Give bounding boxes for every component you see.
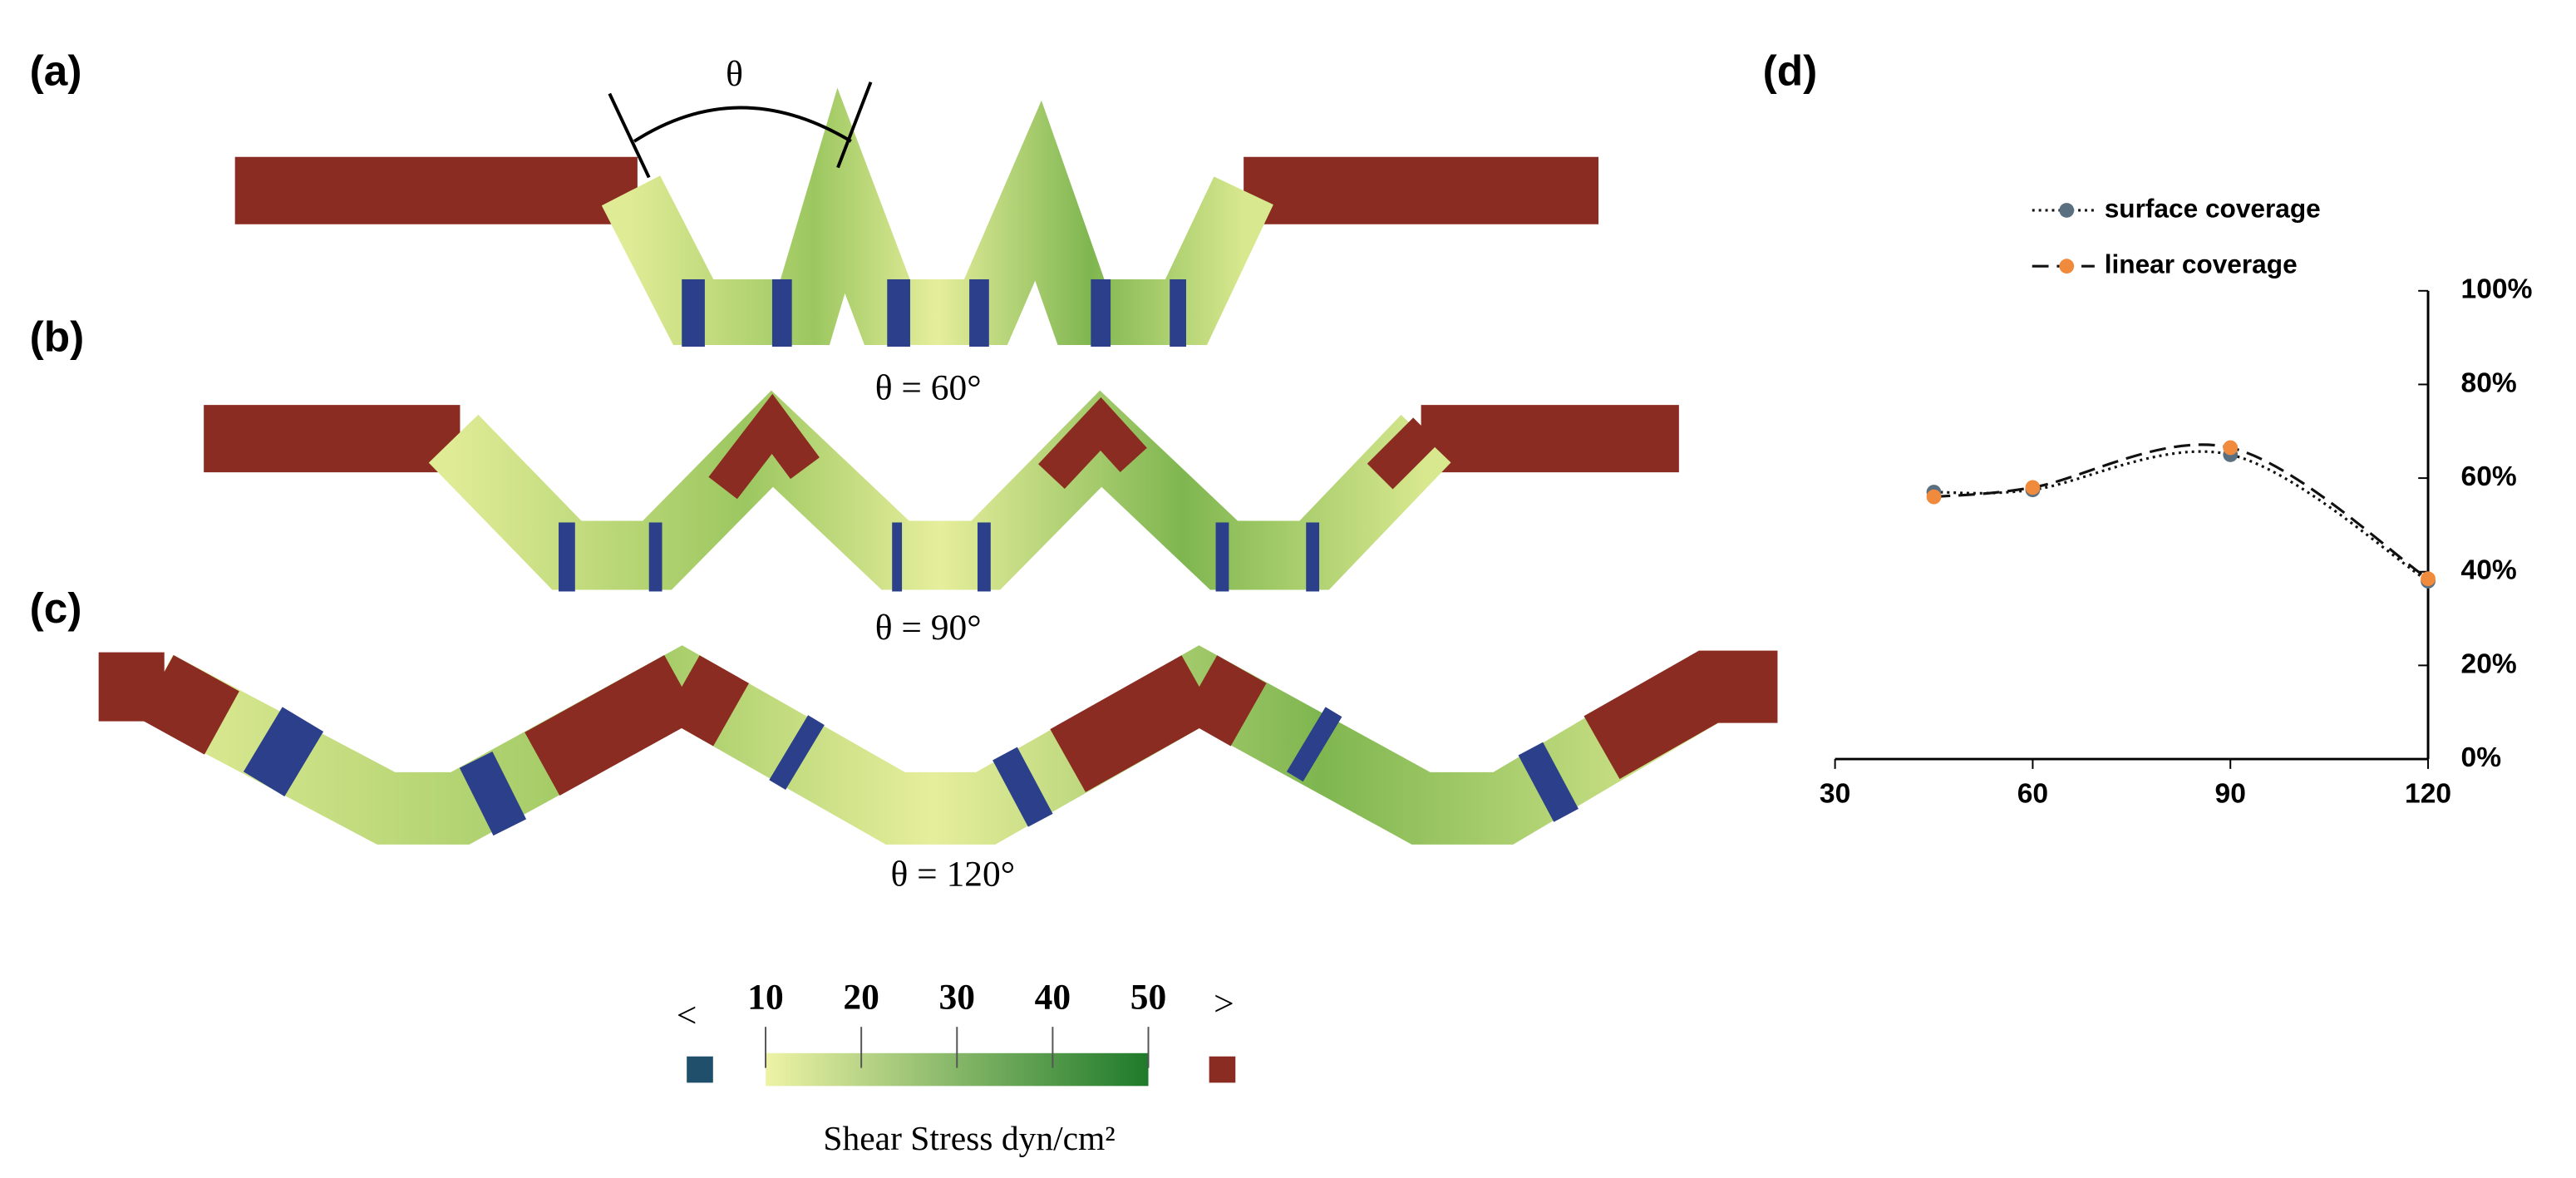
- channel-c: [98, 645, 1778, 845]
- x-tick-label: 90: [2215, 778, 2246, 809]
- panel-label: (d): [1763, 47, 1818, 95]
- series-line: [1933, 450, 2429, 583]
- legend-label: linear coverage: [2105, 249, 2298, 279]
- colorbar-tick-label: 40: [1035, 978, 1071, 1018]
- colorbar-tick-label: 20: [843, 978, 879, 1018]
- y-tick-label: 20%: [2461, 648, 2517, 679]
- x-tick-label: 120: [2405, 778, 2451, 809]
- x-tick-label: 60: [2017, 778, 2048, 809]
- series-marker: [2223, 440, 2239, 456]
- legend-marker: [2059, 203, 2075, 218]
- angle-label: θ = 120°: [891, 854, 1016, 894]
- coverage-chart: 30 60 90 120 0% 20% 40% 60% 80% 100% surface cover…: [1820, 193, 2533, 809]
- series-marker: [2025, 480, 2041, 495]
- y-tick-label: 60%: [2461, 461, 2517, 492]
- y-tick-label: 100%: [2461, 274, 2533, 305]
- colorbar: < > Shear Stress dyn/cm² 10 20 30 40 50: [677, 978, 1236, 1157]
- y-tick-label: 40%: [2461, 555, 2517, 586]
- x-tick-label: 30: [1820, 778, 1850, 809]
- angle-label: θ = 90°: [875, 608, 982, 648]
- colorbar-tick-label: 50: [1130, 978, 1166, 1018]
- colorbar-low: [687, 1056, 713, 1083]
- angle-label: θ = 60°: [875, 367, 982, 407]
- colorbar-tick-label: 10: [747, 978, 783, 1018]
- channel-b: [204, 390, 1679, 592]
- colorbar-above: >: [1214, 983, 1234, 1023]
- legend-label: surface coverage: [2105, 193, 2321, 223]
- colorbar-tick-label: 30: [939, 978, 975, 1018]
- legend-marker: [2059, 259, 2075, 274]
- panel-label: (c): [30, 584, 82, 632]
- series-marker: [1926, 489, 1942, 505]
- panel-label: (b): [30, 313, 85, 361]
- series-line: [1933, 443, 2429, 580]
- panel-label: (a): [30, 47, 82, 95]
- series-marker: [2421, 571, 2436, 587]
- y-tick-label: 80%: [2461, 367, 2517, 398]
- colorbar-high: [1209, 1056, 1236, 1083]
- angle-symbol: θ: [726, 54, 743, 94]
- colorbar-below: <: [677, 995, 697, 1035]
- colorbar-label: Shear Stress dyn/cm²: [823, 1119, 1115, 1157]
- y-tick-label: 0%: [2461, 742, 2502, 773]
- channel-a: [234, 81, 1599, 347]
